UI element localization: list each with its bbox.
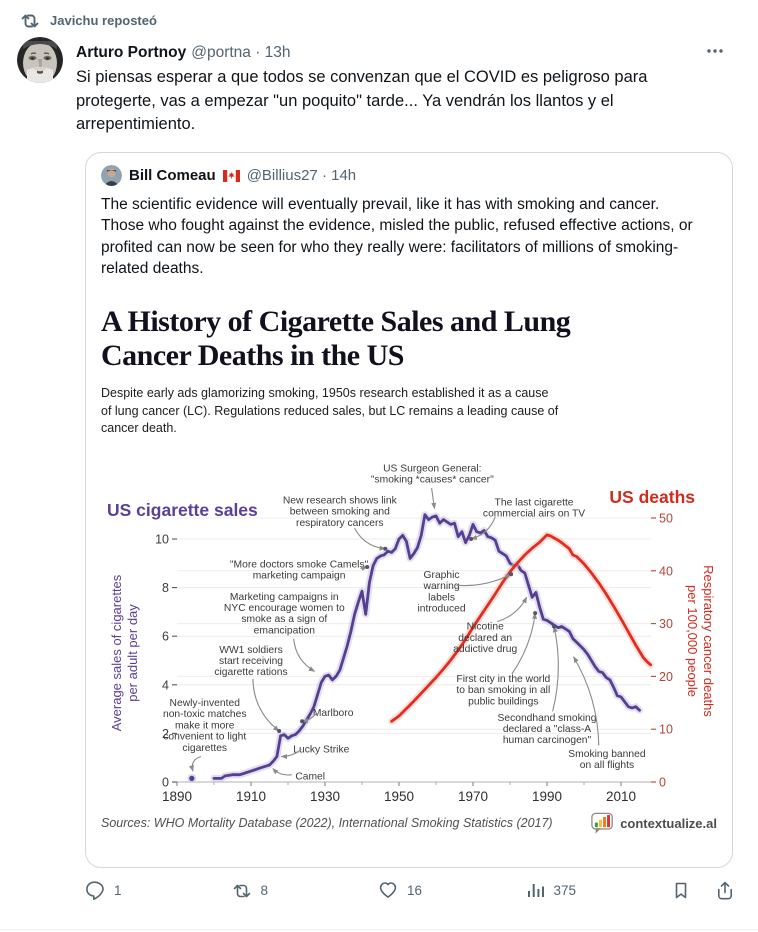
svg-text:40: 40 [659,564,673,578]
reply-count: 1 [114,882,122,898]
more-options-button[interactable] [706,44,724,62]
contextualize-logo-icon [591,812,614,834]
svg-text:1890: 1890 [162,789,192,804]
svg-text:1990: 1990 [532,789,562,804]
svg-text:30: 30 [659,617,673,631]
action-bar: 1 8 16 375 [85,880,735,900]
svg-text:2010: 2010 [606,789,636,804]
repost-icon [21,14,39,28]
chart-title: A History of Cigarette Sales and Lung Ca… [101,305,571,373]
bottom-divider [0,929,758,930]
tweet-meta: @portna · 13h [191,44,291,61]
svg-text:1970: 1970 [458,789,488,804]
repost-header: Javichu reposteó [20,10,157,30]
svg-text:20: 20 [659,670,673,684]
svg-text:1930: 1930 [310,789,340,804]
svg-text:10: 10 [659,722,673,736]
svg-text:1910: 1910 [236,789,266,804]
brand-label: contextualize.al [620,815,717,831]
repost-label: Javichu reposteó [50,12,157,28]
svg-text:US deaths: US deaths [609,487,695,507]
heart-icon [379,882,397,898]
svg-text:50: 50 [659,511,673,525]
svg-text:US cigarette sales: US cigarette sales [107,500,258,520]
svg-text:Marlboro: Marlboro [313,708,354,719]
brand: contextualize.al [591,812,717,835]
svg-text:2: 2 [162,727,169,741]
chart-subtitle: Despite early ads glamorizing smoking, 1… [101,386,559,436]
quote-header: Bill Comeau @Billius27 · 14h [101,165,717,186]
like-button[interactable]: 16 [378,880,525,900]
share-button[interactable] [715,880,735,900]
share-icon [718,881,732,900]
svg-text:10: 10 [155,532,169,546]
svg-text:US Surgeon General:"smoking *c: US Surgeon General: "smoking *causes* can… [371,463,494,485]
svg-text:4: 4 [162,678,169,692]
bookmark-icon [675,882,687,899]
tweet-body: Si piensas esperar a que todos se conven… [76,68,648,133]
quoted-tweet-card[interactable]: Bill Comeau @Billius27 · 14h The scienti… [85,152,733,868]
tweet-name-row: Arturo Portnoy @portna · 13h [76,44,291,62]
svg-text:0: 0 [162,775,169,789]
svg-text:Average sales of cigarettesper: Average sales of cigarettesper adult per… [109,574,140,731]
chart-image: A History of Cigarette Sales and Lung Ca… [101,305,717,835]
chart-sources: Sources: WHO Mortality Database (2022), … [101,816,553,831]
like-count: 16 [407,882,423,898]
avatar[interactable] [17,37,63,83]
bookmark-button[interactable] [671,880,691,900]
views-count: 375 [553,882,577,898]
reply-button[interactable]: 1 [85,880,232,900]
svg-text:1950: 1950 [384,789,414,804]
views-button[interactable]: 375 [525,880,672,900]
quote-meta: @Billius27 · 14h [246,167,357,184]
svg-text:Camel: Camel [295,771,325,782]
ellipsis-icon [707,49,723,53]
svg-text:Lucky Strike: Lucky Strike [293,744,349,755]
repost-button[interactable]: 8 [232,880,379,900]
reply-icon [86,881,104,900]
chart-footer: Sources: WHO Mortality Database (2022), … [101,812,717,835]
repost-icon [233,884,250,898]
svg-text:Respiratory cancer deathsper 1: Respiratory cancer deathsper 100,000 peo… [685,565,716,717]
quote-avatar-photo-icon [101,165,122,186]
quote-author[interactable]: Bill Comeau [129,167,216,184]
svg-text:"More doctors smoke Camels"mar: "More doctors smoke Camels" marketing cam… [230,559,369,581]
avatar-photo-icon [17,37,63,83]
quote-avatar[interactable] [101,165,122,186]
repost-count: 8 [260,882,269,898]
svg-text:8: 8 [162,581,169,595]
svg-text:6: 6 [162,629,169,643]
svg-text:0: 0 [659,775,666,789]
tweet-author[interactable]: Arturo Portnoy [76,44,187,61]
views-icon [527,884,544,897]
history-chart: 1890 1910 1930 1950 1970 1990 2010 0 2 4 6 8 10 0 10 20… [107,463,716,804]
quote-body: The scientific evidence will eventually … [101,196,693,277]
canada-flag-icon [222,169,240,182]
